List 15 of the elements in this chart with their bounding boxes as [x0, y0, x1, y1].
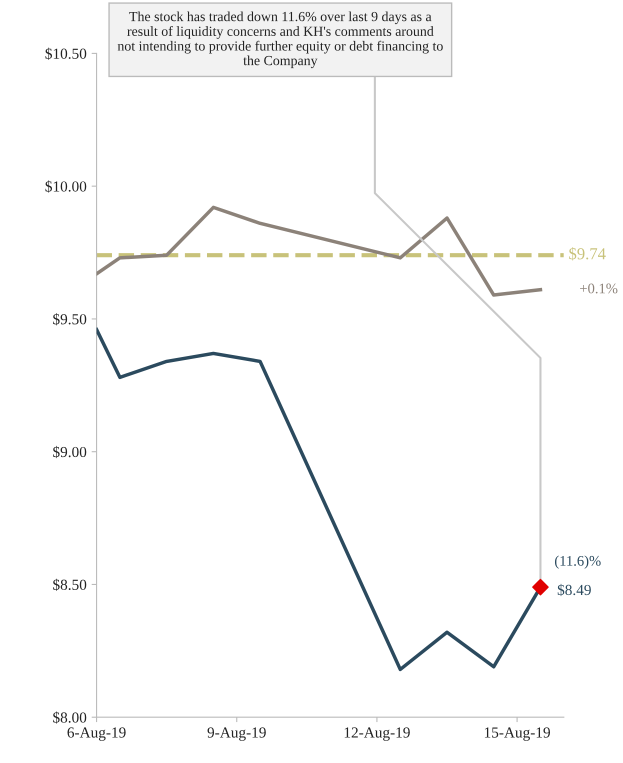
y-tick-label: $10.50 — [45, 48, 86, 60]
ref-line-label: $9.74 — [569, 247, 606, 260]
x-tick-label: 12-Aug-19 — [344, 727, 410, 741]
annotation: +0.1% — [580, 284, 618, 294]
x-tick-label: 9-Aug-19 — [208, 727, 266, 741]
annotation: The stock has traded down 11.6% over last 9 days as a result of liquidity concerns and KH's comments around not intending to provide further equity or debt financing to the Company — [118, 11, 443, 68]
x-tick-label: 15-Aug-19 — [484, 727, 550, 741]
y-tick-label: $9.00 — [53, 446, 86, 458]
annotation: (11.6)% — [554, 556, 601, 569]
data-label: $8.49 — [558, 584, 591, 596]
y-tick-label: $8.50 — [53, 578, 86, 591]
y-tick-label: $8.00 — [53, 711, 86, 724]
x-tick-label: 6-Aug-19 — [68, 727, 126, 741]
y-tick-label: $10.00 — [45, 180, 86, 193]
y-tick-label: $9.50 — [53, 313, 86, 326]
